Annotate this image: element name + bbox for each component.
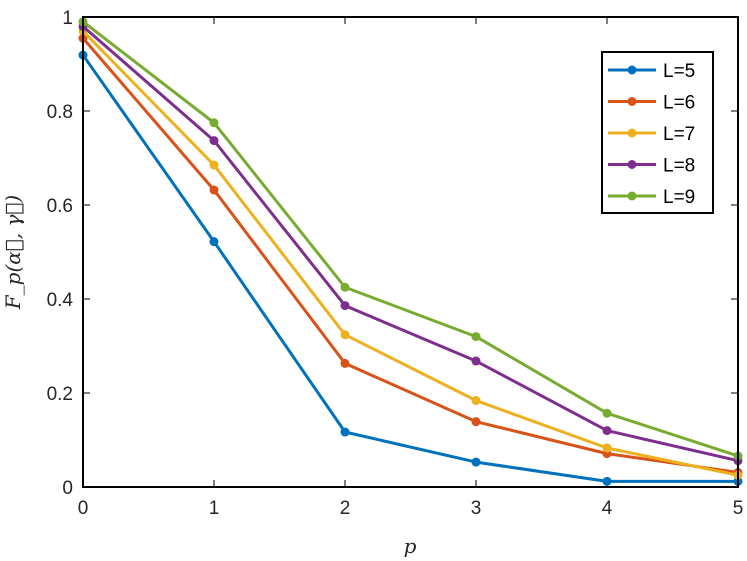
x-tick-label: 1: [209, 498, 220, 519]
legend-marker: [628, 129, 637, 138]
legend-label: L=6: [663, 93, 695, 114]
x-tick-label: 4: [602, 498, 613, 519]
data-point: [603, 409, 612, 418]
x-tick-labels: 0 1 2 3 4 5: [78, 498, 744, 519]
x-tick-label: 0: [78, 498, 89, 519]
data-point: [472, 357, 481, 366]
data-point: [210, 118, 219, 127]
x-axis-label: p: [404, 534, 417, 558]
data-point: [603, 443, 612, 452]
legend-marker: [628, 192, 637, 201]
data-point: [210, 237, 219, 246]
x-tick-label: 3: [471, 498, 482, 519]
legend: L=5 L=6 L=7 L=8 L=9: [602, 52, 713, 213]
data-point: [603, 426, 612, 435]
y-tick-label: 0.6: [47, 196, 73, 217]
legend-label: L=5: [663, 61, 695, 82]
data-point: [341, 330, 350, 339]
y-axis-label: F_p(α⃗, γ⃗): [1, 195, 25, 310]
data-point: [210, 136, 219, 145]
legend-label: L=7: [663, 124, 695, 145]
y-tick-label: 0.4: [47, 290, 74, 311]
legend-marker: [628, 97, 637, 106]
data-point: [472, 417, 481, 426]
data-point: [341, 283, 350, 292]
data-point: [603, 477, 612, 486]
data-point: [472, 458, 481, 467]
y-tick-label: 0.8: [47, 102, 73, 123]
x-tick-label: 2: [340, 498, 351, 519]
data-point: [210, 185, 219, 194]
x-tick-label: 5: [733, 498, 744, 519]
legend-label: L=9: [663, 187, 695, 208]
y-tick-label: 0.2: [47, 384, 73, 405]
data-point: [472, 332, 481, 341]
y-tick-label: 0: [62, 478, 73, 499]
legend-marker: [628, 66, 637, 75]
data-point: [341, 301, 350, 310]
y-tick-labels: 0 0.2 0.4 0.6 0.8 1: [47, 8, 74, 499]
data-point: [472, 396, 481, 405]
y-tick-label: 1: [62, 8, 73, 29]
data-point: [341, 428, 350, 437]
data-point: [210, 161, 219, 170]
legend-marker: [628, 160, 637, 169]
legend-label: L=8: [663, 156, 695, 177]
data-point: [341, 359, 350, 368]
